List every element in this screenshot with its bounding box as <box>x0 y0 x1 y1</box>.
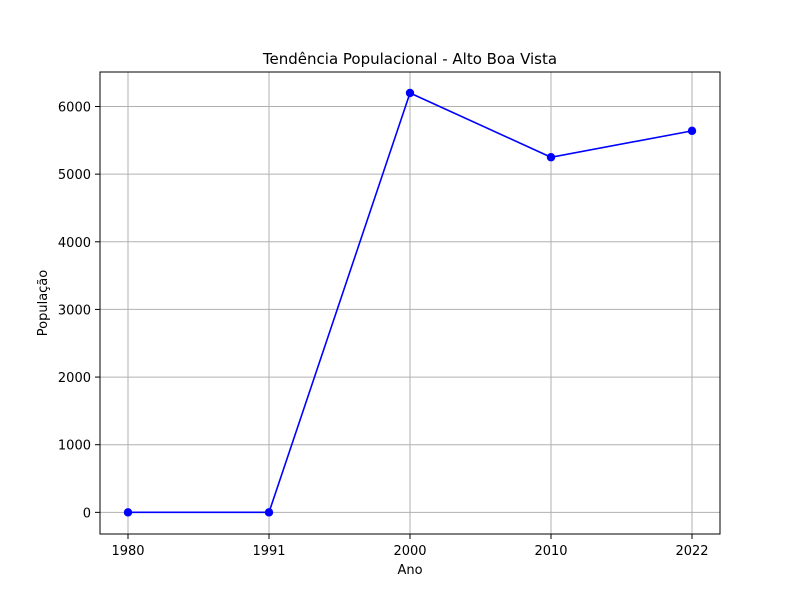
y-tick-label: 0 <box>83 506 91 521</box>
x-tick-label: 2010 <box>534 544 567 559</box>
grid <box>100 72 720 534</box>
y-tick-label: 2000 <box>58 371 91 386</box>
x-tick-label: 1991 <box>252 544 285 559</box>
data-point <box>546 153 556 162</box>
x-tick-label: 2022 <box>675 544 708 559</box>
y-tick-label: 6000 <box>58 100 91 115</box>
x-axis-label: Ano <box>397 563 422 578</box>
data-point <box>687 126 697 136</box>
chart-title: Tendência Populacional - Alto Boa Vista <box>262 50 557 68</box>
y-tick-label: 1000 <box>58 439 91 454</box>
x-tick-label: 2000 <box>393 544 426 559</box>
axis-ticks: 1980 1991 2000 2010 2022 0 1000 2000 3000 4000 500… <box>58 100 709 559</box>
y-tick-label: 4000 <box>58 236 91 251</box>
y-axis-label: População <box>36 270 51 337</box>
y-tick-label: 3000 <box>58 303 91 318</box>
data-point <box>123 508 133 517</box>
data-point <box>264 508 274 517</box>
x-tick-label: 1980 <box>111 544 144 559</box>
data-point <box>405 88 415 98</box>
y-tick-label: 5000 <box>58 168 91 183</box>
series <box>123 88 697 517</box>
